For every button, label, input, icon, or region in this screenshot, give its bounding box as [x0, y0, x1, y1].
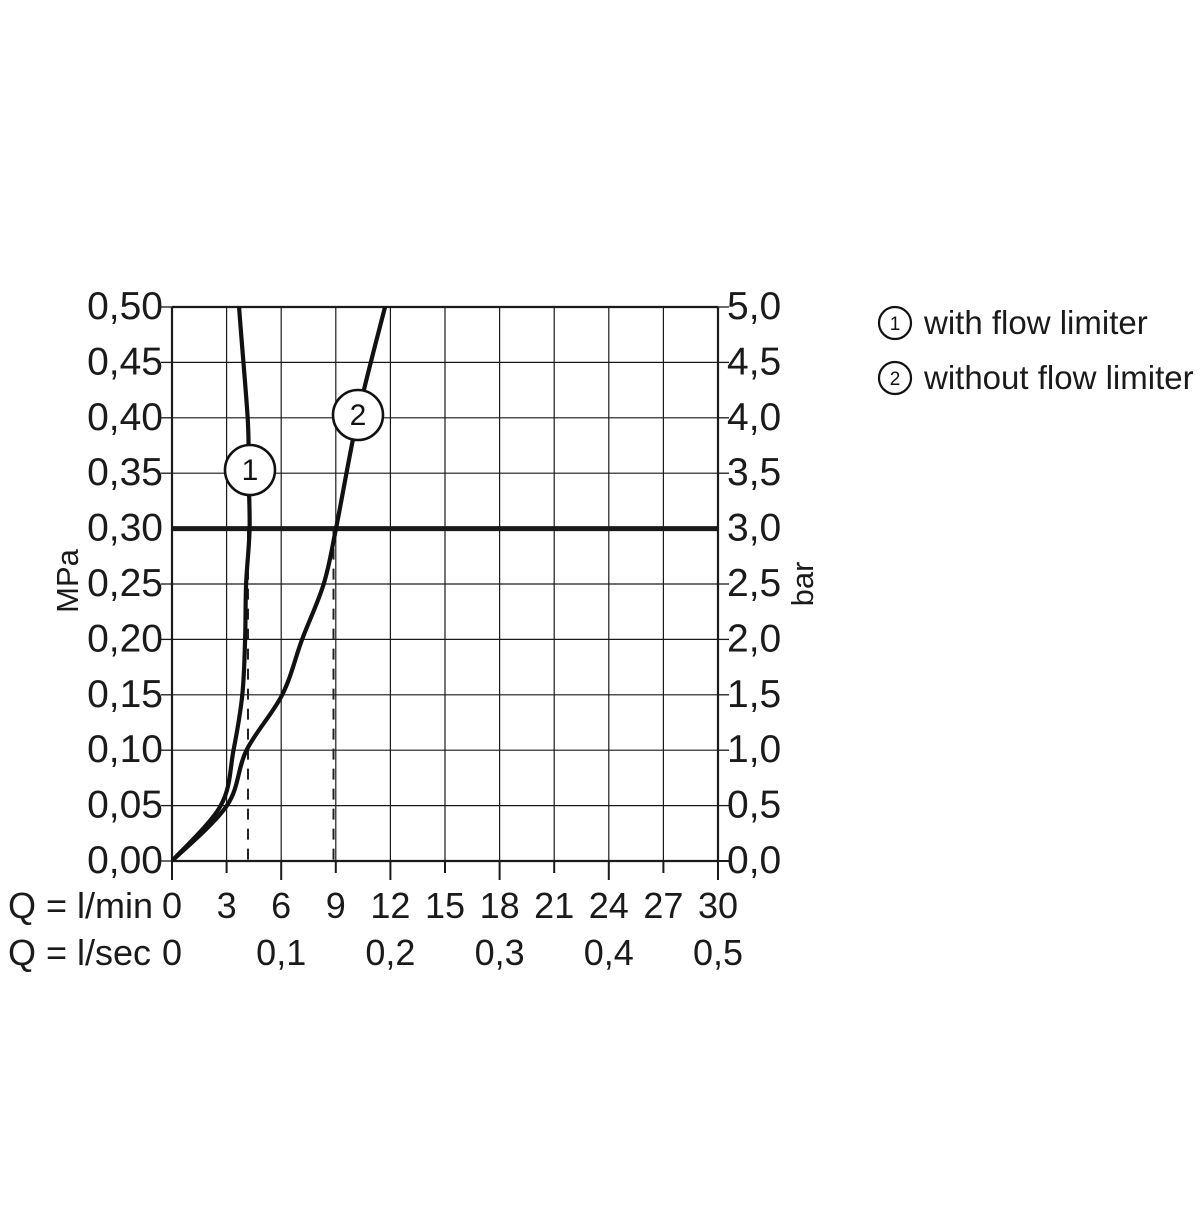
- svg-text:Q = l/sec: Q = l/sec: [8, 932, 151, 973]
- svg-text:1: 1: [890, 314, 901, 335]
- svg-text:bar: bar: [785, 562, 820, 607]
- svg-text:0,5: 0,5: [693, 932, 743, 973]
- svg-text:27: 27: [643, 885, 683, 926]
- svg-text:0,15: 0,15: [87, 673, 163, 716]
- svg-text:0,2: 0,2: [365, 932, 415, 973]
- svg-text:2: 2: [350, 399, 367, 432]
- svg-text:0,0: 0,0: [727, 839, 781, 882]
- svg-text:21: 21: [534, 885, 574, 926]
- svg-text:3: 3: [217, 885, 237, 926]
- svg-text:0,10: 0,10: [87, 728, 163, 771]
- svg-text:0,20: 0,20: [87, 617, 163, 660]
- svg-text:0: 0: [162, 885, 182, 926]
- svg-text:0,3: 0,3: [475, 932, 525, 973]
- svg-text:MPa: MPa: [50, 548, 85, 613]
- svg-text:4,0: 4,0: [727, 396, 781, 439]
- svg-text:0,45: 0,45: [87, 340, 163, 383]
- svg-text:1,5: 1,5: [727, 673, 781, 716]
- svg-text:0,05: 0,05: [87, 784, 163, 827]
- svg-text:without flow limiter: without flow limiter: [923, 359, 1194, 396]
- svg-text:1,0: 1,0: [727, 728, 781, 771]
- svg-text:1: 1: [242, 454, 259, 487]
- svg-text:12: 12: [370, 885, 410, 926]
- svg-text:18: 18: [480, 885, 520, 926]
- svg-text:0,00: 0,00: [87, 839, 163, 882]
- svg-text:0,1: 0,1: [256, 932, 306, 973]
- svg-text:0,5: 0,5: [727, 784, 781, 827]
- svg-text:15: 15: [425, 885, 465, 926]
- svg-text:30: 30: [698, 885, 738, 926]
- svg-text:with flow limiter: with flow limiter: [923, 304, 1148, 341]
- svg-text:9: 9: [326, 885, 346, 926]
- svg-text:2,0: 2,0: [727, 617, 781, 660]
- svg-text:Q = l/min: Q = l/min: [8, 885, 153, 926]
- svg-text:0,40: 0,40: [87, 396, 163, 439]
- svg-text:24: 24: [589, 885, 629, 926]
- svg-text:2: 2: [890, 369, 901, 390]
- svg-text:0,35: 0,35: [87, 451, 163, 494]
- svg-text:0,30: 0,30: [87, 507, 163, 550]
- svg-text:2,5: 2,5: [727, 562, 781, 605]
- svg-text:3,0: 3,0: [727, 507, 781, 550]
- svg-text:3,5: 3,5: [727, 451, 781, 494]
- svg-text:0,25: 0,25: [87, 562, 163, 605]
- svg-text:0,50: 0,50: [87, 285, 163, 328]
- svg-text:4,5: 4,5: [727, 340, 781, 383]
- svg-text:0,4: 0,4: [584, 932, 634, 973]
- svg-text:6: 6: [271, 885, 291, 926]
- svg-text:5,0: 5,0: [727, 285, 781, 328]
- svg-text:0: 0: [162, 932, 182, 973]
